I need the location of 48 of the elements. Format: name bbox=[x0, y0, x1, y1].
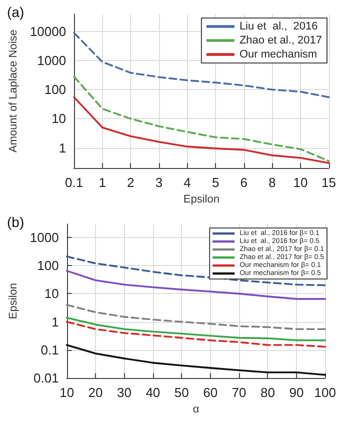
legend-label: Liu et al., 2016 bbox=[239, 20, 318, 32]
x-axis-title: α bbox=[192, 404, 200, 416]
y-axis-title: Amount of Laplace Noise bbox=[8, 30, 20, 153]
y-tick-label: 100 bbox=[44, 82, 66, 98]
x-tick-label: 10 bbox=[293, 175, 308, 190]
line-series bbox=[73, 32, 330, 98]
line-series bbox=[66, 344, 326, 376]
x-tick-label: 100 bbox=[314, 385, 336, 400]
x-tick-label: 2 bbox=[127, 175, 134, 190]
line-series bbox=[66, 304, 326, 330]
x-tick-label: 30 bbox=[116, 385, 132, 400]
y-tick-label: 1000 bbox=[37, 53, 66, 68]
chart-title: (a) bbox=[7, 4, 24, 20]
y-tick-label: 1000 bbox=[30, 230, 59, 245]
x-tick-label: 0.1 bbox=[65, 175, 84, 190]
line-series bbox=[66, 320, 326, 348]
legend-label: Zhao et al., 2017 bbox=[239, 34, 322, 46]
x-tick-label: 15 bbox=[322, 175, 336, 190]
x-tick-label: 50 bbox=[174, 385, 189, 400]
y-tick-label: 100 bbox=[37, 258, 59, 274]
y-axis-title: Epsilon bbox=[8, 283, 20, 320]
line-series bbox=[66, 316, 326, 342]
x-tick-label: 8 bbox=[268, 175, 276, 190]
x-tick-label: 6 bbox=[240, 175, 248, 190]
x-tick-label: 40 bbox=[146, 385, 160, 400]
x-tick-label: 4 bbox=[184, 175, 191, 190]
y-tick-label: 10 bbox=[52, 111, 66, 126]
line-series bbox=[66, 256, 326, 286]
x-tick-label: 60 bbox=[203, 385, 218, 400]
line-series bbox=[73, 96, 330, 164]
line-series bbox=[66, 270, 326, 300]
legend-label: Our mechanism bbox=[239, 48, 318, 60]
line-series bbox=[73, 76, 330, 162]
x-tick-label: 80 bbox=[260, 385, 275, 400]
y-tick-label: 0.1 bbox=[40, 342, 59, 358]
x-tick-label: 1 bbox=[98, 175, 106, 190]
x-tick-label: 3 bbox=[155, 175, 163, 190]
x-axis-title: Epsilon bbox=[183, 194, 220, 206]
y-tick-label: 10 bbox=[44, 286, 59, 302]
chart-title: (b) bbox=[7, 214, 24, 230]
y-tick-label: 10000 bbox=[30, 24, 66, 39]
x-tick-label: 5 bbox=[212, 175, 220, 190]
y-tick-label: 0.01 bbox=[34, 370, 59, 386]
y-tick-label: 1 bbox=[52, 314, 59, 330]
y-tick-label: 1 bbox=[58, 140, 66, 156]
x-tick-label: 70 bbox=[232, 385, 246, 400]
x-tick-label: 20 bbox=[88, 385, 103, 400]
x-tick-label: 90 bbox=[289, 385, 304, 400]
